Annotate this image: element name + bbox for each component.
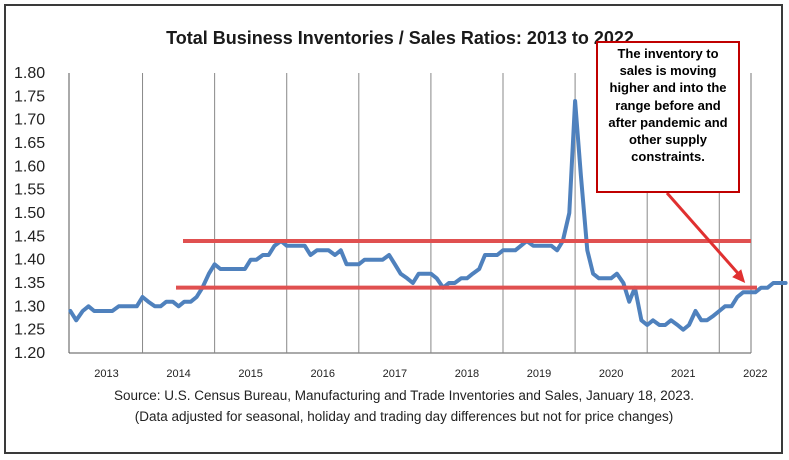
- y-tick-label: 1.80: [14, 65, 45, 82]
- y-tick-label: 1.40: [14, 252, 45, 269]
- y-axis: 1.80 1.75 1.70 1.65 1.60 1.55 1.50 1.45 1.40 1.35…: [14, 65, 45, 362]
- y-tick-label: 1.35: [14, 275, 45, 292]
- x-tick-label: 2018: [455, 368, 479, 380]
- y-tick-label: 1.70: [14, 112, 45, 129]
- x-tick-label: 2017: [383, 368, 407, 380]
- grid: [68, 73, 752, 354]
- y-tick-label: 1.30: [14, 298, 45, 315]
- x-tick-label: 2019: [527, 368, 551, 380]
- arrow-head: [732, 269, 746, 283]
- plot-area: [68, 99, 788, 332]
- chart-title: Total Business Inventories / Sales Ratio…: [166, 28, 634, 48]
- y-tick-label: 1.45: [14, 228, 45, 245]
- source-note-detail: (Data adjusted for seasonal, holiday and…: [135, 409, 674, 424]
- x-tick-label: 2020: [599, 368, 623, 380]
- y-tick-label: 1.65: [14, 135, 45, 152]
- y-tick-label: 1.50: [14, 205, 45, 222]
- x-tick-label: 2013: [94, 368, 118, 380]
- y-tick-label: 1.20: [14, 345, 45, 362]
- series-line: [68, 99, 788, 332]
- y-tick-label: 1.25: [14, 322, 45, 339]
- x-tick-label: 2021: [671, 368, 695, 380]
- x-tick-label: 2022: [743, 368, 767, 380]
- y-tick-label: 1.55: [14, 182, 45, 199]
- y-tick-label: 1.60: [14, 158, 45, 175]
- arrow-shaft: [665, 192, 743, 278]
- annotation-arrow: [665, 192, 746, 283]
- annotation-callout: The inventory to sales is moving higher …: [596, 41, 740, 193]
- source-note: Source: U.S. Census Bureau, Manufacturin…: [114, 388, 694, 403]
- x-tick-label: 2015: [238, 368, 262, 380]
- reference-lines: [176, 239, 757, 290]
- x-axis: 2013 2014 2015 2016 2017 2018 2019 2020 2021 2022: [94, 368, 767, 380]
- y-tick-label: 1.75: [14, 88, 45, 105]
- x-tick-label: 2016: [311, 368, 335, 380]
- x-tick-label: 2014: [166, 368, 190, 380]
